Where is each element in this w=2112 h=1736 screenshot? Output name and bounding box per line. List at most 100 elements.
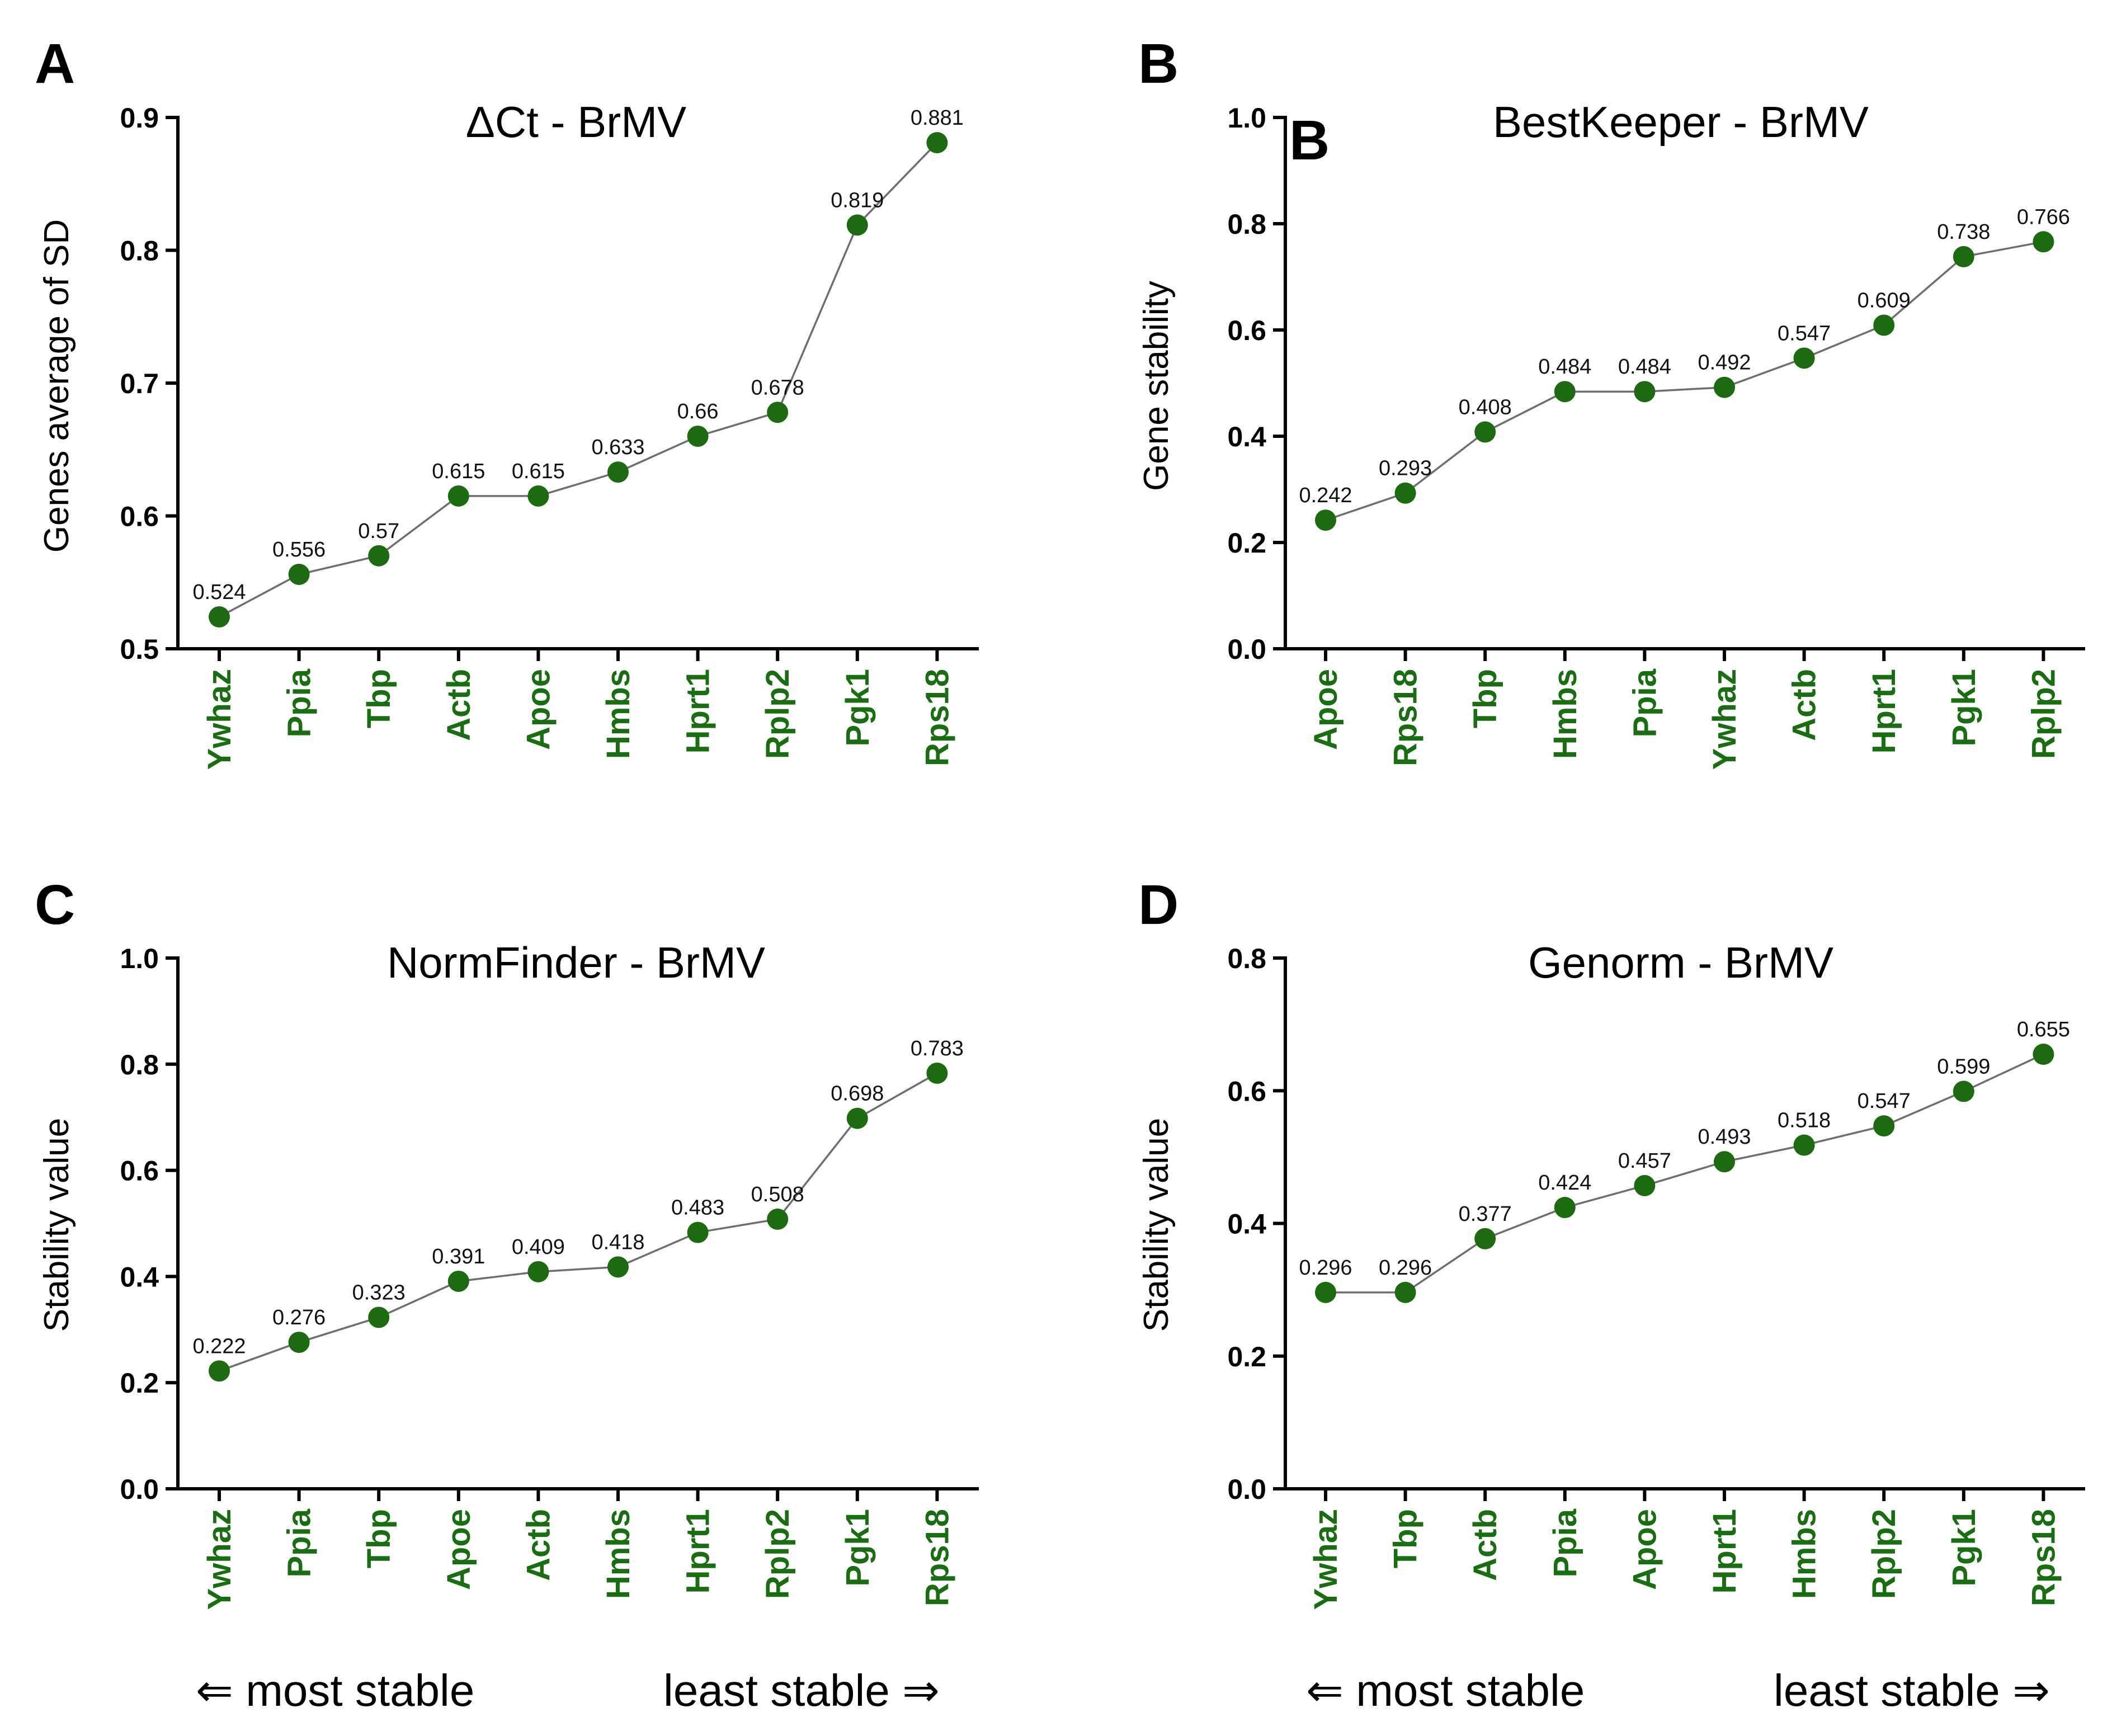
value-label-d-5: 0.493 (1698, 1125, 1751, 1149)
data-point-c-actb (527, 1261, 549, 1282)
x-tick-label-a-ppia: Ppia (281, 668, 318, 737)
panel-letter-a: A (35, 32, 75, 95)
series-line-a (219, 141, 938, 618)
x-tick-label-d-rps18: Rps18 (2025, 1509, 2062, 1606)
tick-labels-a: 0.5 0.6 0.7 0.8 0.9 Ywhaz Ppia Tbp Actb Apoe Hmbs H… (120, 102, 955, 770)
value-label-b-5: 0.492 (1698, 351, 1751, 375)
y-tick-label-c-0: 0.0 (120, 1474, 159, 1505)
panel-letter-d: D (1138, 874, 1178, 936)
y-tick-label-a-1: 0.6 (120, 501, 159, 532)
x-tick-label-b-apoe: Apoe (1308, 669, 1344, 750)
y-tick-label-d-1: 0.2 (1227, 1341, 1266, 1372)
value-label-b-2: 0.408 (1459, 395, 1512, 419)
x-tick-label-a-hmbs: Hmbs (600, 669, 637, 759)
x-tick-label-c-hmbs: Hmbs (600, 1509, 637, 1599)
y-tick-label-c-3: 0.6 (120, 1155, 159, 1187)
data-point-a-pgk1 (846, 214, 868, 236)
y-tick-label-b-0: 0.0 (1227, 634, 1266, 665)
series-a: 0.524 0.556 0.57 0.615 0.615 0.633 0.66 0.678 0.… (192, 106, 964, 628)
data-point-d-hprt1 (1714, 1151, 1735, 1173)
footer-least-stable-left: least stable ⇒ (663, 1666, 940, 1715)
x-tick-label-b-hprt1: Hprt1 (1866, 669, 1902, 753)
value-label-b-9: 0.766 (2017, 205, 2070, 229)
tick-labels-d: 0.0 0.2 0.4 0.6 0.8 Ywhaz Tbp Actb Ppia Apoe Hprt1… (1227, 943, 2062, 1610)
x-tick-label-d-ywhaz: Ywhaz (1308, 1509, 1344, 1610)
value-label-a-4: 0.615 (512, 460, 565, 483)
data-point-d-actb (1474, 1228, 1496, 1249)
panel-a: A ΔCt - BrMV Genes average of SD 0.5240.… (35, 32, 979, 770)
value-label-c-1: 0.276 (272, 1306, 326, 1329)
series-d: 0.296 0.296 0.377 0.424 0.457 0.493 0.518 0.547… (1299, 1018, 2070, 1303)
value-label-b-8: 0.738 (1937, 220, 1990, 244)
x-tick-label-d-actb: Actb (1467, 1509, 1503, 1581)
data-point-b-hprt1 (1873, 314, 1895, 336)
series-c: 0.222 0.276 0.323 0.391 0.409 0.418 0.483 0.508… (192, 1037, 964, 1382)
data-point-d-ywhaz (1315, 1281, 1336, 1303)
value-label-d-0: 0.296 (1299, 1256, 1352, 1280)
y-tick-label-d-4: 0.8 (1227, 943, 1266, 974)
y-tick-label-b-1: 0.2 (1227, 527, 1266, 559)
footer-most-stable-left: ⇐ most stable (196, 1666, 474, 1715)
y-axis-label-d: Stability value (1137, 1118, 1176, 1332)
chart-title-b: BestKeeper - BrMV (1493, 97, 1869, 147)
y-tick-label-c-1: 0.2 (120, 1367, 159, 1399)
value-label-a-5: 0.633 (591, 436, 644, 459)
x-tick-label-a-tbp: Tbp (361, 669, 397, 728)
panel-b: B B BestKeeper - BrMV Gene stability 0.2… (1137, 32, 2085, 770)
data-point-c-ppia (288, 1332, 310, 1353)
x-tick-label-c-hprt1: Hprt1 (680, 1509, 716, 1593)
data-point-a-rps18 (926, 132, 948, 154)
data-point-b-tbp (1474, 421, 1496, 443)
data-point-a-actb (447, 485, 469, 507)
value-label-d-7: 0.547 (1858, 1089, 1911, 1113)
panel-letter-c: C (35, 874, 75, 936)
y-tick-label-a-2: 0.7 (120, 368, 159, 399)
value-label-b-1: 0.293 (1379, 457, 1432, 480)
y-tick-label-a-4: 0.9 (120, 102, 159, 134)
x-tick-label-d-rplp2: Rplp2 (1866, 1509, 1902, 1599)
data-point-a-tbp (368, 545, 390, 567)
value-label-c-2: 0.323 (352, 1281, 406, 1304)
data-point-a-rplp2 (767, 402, 789, 423)
value-label-b-0: 0.242 (1299, 484, 1352, 507)
value-label-d-8: 0.599 (1937, 1055, 1990, 1078)
value-label-d-9: 0.655 (2017, 1018, 2070, 1041)
x-tick-label-a-hprt1: Hprt1 (680, 669, 716, 753)
y-tick-label-d-0: 0.0 (1227, 1474, 1266, 1505)
footer-least-stable-right: least stable ⇒ (1774, 1666, 2050, 1715)
x-tick-label-b-ywhaz: Ywhaz (1706, 669, 1743, 770)
value-label-a-0: 0.524 (192, 581, 246, 604)
x-tick-label-a-ywhaz: Ywhaz (201, 669, 238, 770)
value-label-c-7: 0.508 (751, 1183, 804, 1206)
data-point-b-actb (1793, 347, 1815, 369)
data-point-c-ywhaz (209, 1360, 230, 1382)
value-label-d-3: 0.424 (1538, 1171, 1591, 1195)
series-line-c (219, 1072, 938, 1372)
value-label-d-6: 0.518 (1778, 1109, 1831, 1133)
value-label-b-7: 0.609 (1858, 289, 1911, 312)
value-label-c-6: 0.483 (671, 1196, 724, 1220)
series-b: 0.242 0.293 0.408 0.484 0.484 0.492 0.547 0.609… (1299, 205, 2070, 531)
data-point-b-rplp2 (2033, 231, 2054, 253)
data-point-a-ywhaz (209, 606, 230, 628)
value-label-d-2: 0.377 (1459, 1202, 1512, 1226)
value-label-d-4: 0.457 (1618, 1149, 1671, 1173)
data-point-d-hmbs (1793, 1134, 1815, 1156)
y-axis-label-a: Genes average of SD (37, 219, 76, 553)
value-label-d-1: 0.296 (1379, 1256, 1432, 1280)
x-tick-label-c-actb: Actb (520, 1509, 557, 1581)
chart-title-d: Genorm - BrMV (1528, 938, 1833, 987)
data-point-c-pgk1 (846, 1107, 868, 1129)
data-point-c-hprt1 (687, 1221, 709, 1243)
series-line-b (1325, 240, 2044, 521)
value-label-c-9: 0.783 (911, 1037, 964, 1060)
y-axis-label-c: Stability value (37, 1118, 76, 1332)
tick-labels-b: 0.0 0.2 0.4 0.6 0.8 1.0 Apoe Rps18 Tbp Hmbs Ppia Yw… (1227, 102, 2062, 770)
value-label-a-9: 0.881 (911, 106, 964, 130)
x-tick-label-c-rps18: Rps18 (919, 1509, 955, 1606)
value-label-a-6: 0.66 (677, 400, 719, 423)
data-point-c-rps18 (926, 1062, 948, 1084)
chart-title-c: NormFinder - BrMV (387, 938, 765, 987)
value-label-a-2: 0.57 (358, 520, 399, 543)
